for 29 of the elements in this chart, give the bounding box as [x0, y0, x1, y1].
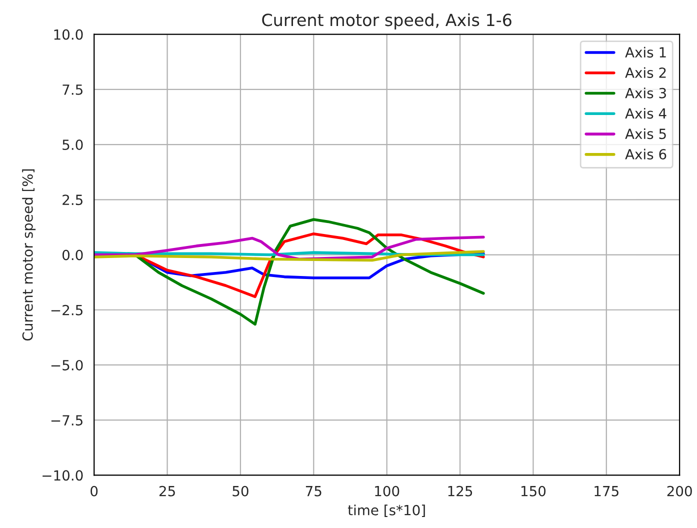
x-tick-label: 25: [159, 486, 175, 496]
legend-label: Axis 4: [625, 108, 666, 119]
y-tick-label: 0.0: [62, 250, 83, 260]
y-tick-label: −5.0: [51, 360, 83, 370]
legend-label: Axis 5: [625, 128, 666, 140]
y-axis-title: Current motor speed [%]: [22, 169, 36, 341]
y-tick-label: −10.0: [42, 470, 83, 481]
line-series: [94, 250, 485, 262]
y-tick-label: −2.5: [51, 304, 82, 316]
line-series: [94, 236, 485, 261]
x-tick-label: 0: [90, 486, 98, 496]
legend-label: Axis 1: [625, 46, 666, 58]
x-tick-label: 200: [667, 486, 692, 496]
x-tick-label: 150: [521, 486, 546, 496]
x-tick-label: 125: [448, 486, 472, 496]
x-tick-label: 175: [594, 486, 618, 496]
legend-label: Axis 6: [625, 148, 666, 160]
y-tick-label: 10.0: [54, 29, 83, 40]
chart-title: Current motor speed, Axis 1-6: [262, 13, 512, 30]
legend-label: Axis 3: [625, 88, 666, 98]
y-tick-label: 5.0: [62, 140, 83, 150]
legend-label: Axis 2: [625, 67, 666, 78]
x-axis-title: time [s*10]: [348, 504, 425, 517]
x-tick-label: 50: [232, 486, 248, 496]
y-tick-label: 2.5: [62, 194, 82, 206]
y-tick-label: −7.5: [51, 415, 82, 426]
x-tick-label: 100: [375, 486, 400, 496]
y-tick-label: 7.5: [62, 84, 82, 95]
x-tick-label: 75: [306, 486, 322, 496]
